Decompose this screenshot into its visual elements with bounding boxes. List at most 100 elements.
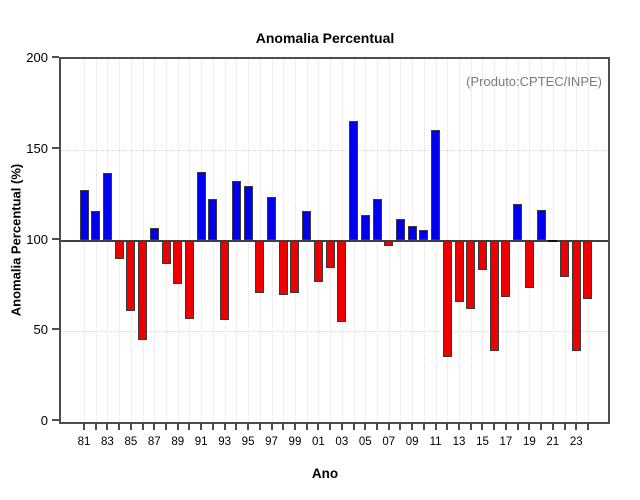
bar-2009 (407, 225, 417, 241)
x-tick-label: 01 (311, 436, 325, 448)
x-tick (493, 424, 496, 430)
x-tick (528, 424, 531, 430)
x-tick-label: 21 (546, 436, 560, 448)
x-tick (411, 424, 414, 430)
bar-2012 (442, 240, 452, 357)
bar-2008 (395, 218, 405, 241)
x-tick (141, 424, 144, 430)
y-tick-label: 50 (33, 322, 48, 338)
x-tick (434, 424, 437, 430)
bar-2004 (349, 120, 359, 241)
bar-1987 (149, 227, 159, 241)
x-tick (481, 424, 484, 430)
x-tick (563, 424, 566, 430)
x-tick-label: 91 (194, 436, 208, 448)
x-tick-label: 07 (382, 436, 396, 448)
bar-1997 (267, 196, 277, 241)
bar-1998 (278, 240, 288, 295)
x-tick (376, 424, 378, 430)
bar-2003 (337, 240, 347, 323)
y-tick-label: 150 (26, 140, 48, 156)
x-tick (235, 424, 238, 430)
bar-2021 (548, 239, 558, 242)
x-tick (364, 424, 367, 430)
bar-1995 (243, 186, 253, 241)
x-tick (118, 424, 121, 430)
x-tick (270, 424, 273, 430)
bar-2015 (477, 240, 487, 270)
x-tick (458, 424, 461, 430)
bar-1982 (91, 211, 101, 241)
x-tick (293, 424, 296, 430)
x-tick-label: 85 (124, 436, 138, 448)
x-tick-label: 23 (569, 436, 583, 448)
x-tick (317, 424, 320, 430)
y-tick (52, 237, 59, 240)
x-tick (188, 424, 191, 430)
x-tick (153, 424, 156, 430)
bar-1999 (290, 240, 300, 294)
y-tick-label: 200 (26, 50, 48, 65)
bar-1993 (220, 240, 230, 321)
x-tick-label: 11 (429, 436, 442, 448)
x-tick (422, 424, 425, 430)
x-tick (516, 424, 519, 430)
horizontal-gridline (61, 149, 608, 151)
x-tick-label: 13 (452, 436, 466, 448)
x-tick (282, 424, 285, 430)
bar-2024 (583, 240, 593, 299)
bar-1989 (173, 240, 183, 285)
bar-2022 (560, 240, 570, 277)
x-tick (211, 424, 214, 430)
bar-2005 (360, 215, 370, 241)
x-tick-label: 83 (101, 436, 114, 448)
y-tick (52, 56, 59, 58)
x-tick (540, 424, 543, 430)
x-tick (94, 424, 97, 430)
x-tick-label: 17 (499, 436, 513, 448)
x-tick-label: 87 (147, 436, 161, 448)
x-tick (446, 424, 449, 430)
x-tick-label: 19 (522, 436, 536, 448)
x-tick (129, 424, 132, 430)
x-tick (469, 424, 472, 430)
bar-2023 (571, 240, 581, 352)
y-tick-label: 100 (26, 231, 48, 247)
x-tick (83, 424, 85, 430)
x-tick-label: 09 (405, 436, 419, 448)
x-tick (176, 424, 179, 430)
bar-2006 (372, 198, 382, 241)
x-tick (258, 424, 261, 430)
source-annotation: (Produto:CPTEC/INPE) (466, 74, 602, 89)
bar-2017 (501, 240, 511, 297)
bar-1991 (196, 171, 206, 241)
x-tick (305, 424, 308, 430)
y-tick (52, 328, 59, 331)
x-tick (586, 424, 589, 430)
bar-2001 (313, 240, 323, 283)
x-tick (399, 424, 402, 430)
y-tick (52, 146, 59, 149)
bar-1986 (138, 240, 148, 341)
bar-1990 (184, 240, 194, 319)
bar-1985 (126, 240, 136, 312)
x-tick-label: 97 (265, 436, 278, 448)
chart-title-line1: Anomalia Percentual (255, 30, 395, 46)
x-tick (575, 424, 578, 430)
x-tick-label: 93 (218, 436, 232, 448)
x-tick (329, 424, 332, 430)
x-tick-label: 89 (171, 436, 185, 448)
bar-2014 (466, 240, 476, 310)
bar-2011 (431, 129, 441, 241)
bar-2010 (419, 229, 429, 241)
bar-1996 (255, 240, 265, 294)
bar-2016 (489, 240, 499, 352)
x-tick (200, 424, 203, 430)
x-tick (340, 424, 343, 430)
bar-1994 (231, 180, 241, 241)
bar-1981 (79, 189, 89, 241)
x-tick (504, 424, 507, 430)
x-tick (106, 424, 109, 430)
x-tick-label: 81 (77, 436, 91, 448)
